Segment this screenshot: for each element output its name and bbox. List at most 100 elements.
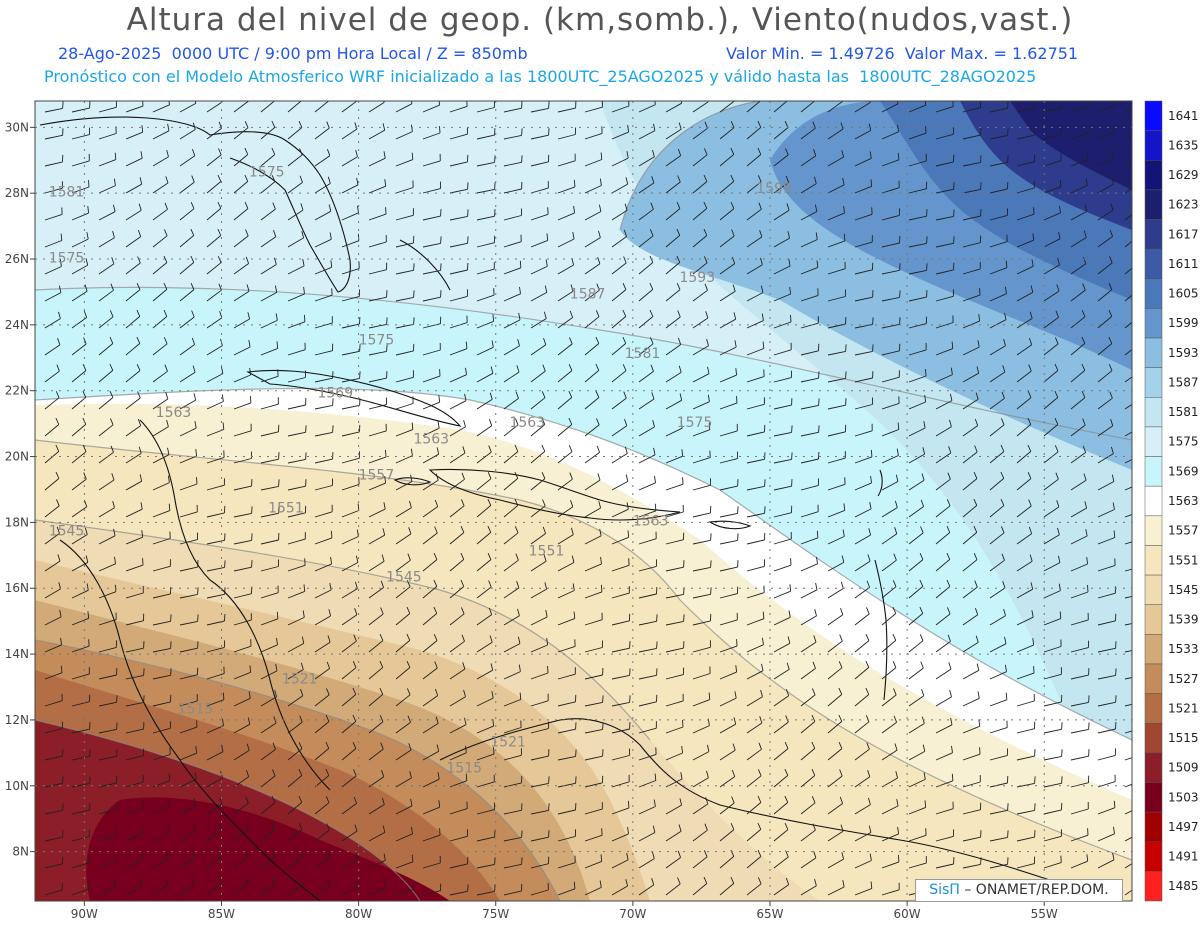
wind-barb [881,317,901,329]
wind-barb [503,664,521,680]
wind-barb [422,579,438,599]
wind-barb [557,749,577,761]
wind-barb [584,204,602,221]
wind-barb [962,261,981,275]
wind-barb [1016,128,1036,140]
wind-barb [1124,403,1132,410]
wind-barb [719,229,735,248]
wind-barb [611,774,630,788]
wind-barb [476,155,496,167]
wind-barb [1070,612,1089,626]
wind-barb [800,149,817,167]
wind-barb [800,796,816,815]
wind-barb [1070,501,1088,518]
wind-barb [287,231,305,248]
wind-barb [341,149,358,167]
wind-barb [611,502,629,518]
wind-barb [557,472,573,491]
credit-box: SisΠ – ONAMET/REP.DOM. [915,879,1123,902]
wind-barb [98,363,114,383]
wind-barb [665,310,681,329]
wind-barb [125,613,145,626]
wind-barb [476,857,496,869]
wind-barb [935,341,954,356]
wind-barb [719,506,739,518]
wind-barb [854,825,872,842]
wind-barb [611,391,627,410]
wind-barb [746,313,764,329]
wind-barb [962,663,980,680]
wind-barb [989,748,1008,761]
wind-barb [1097,668,1117,680]
wind-barb [746,663,764,680]
wind-barb [854,397,874,410]
wind-barb [1124,134,1132,140]
wind-barb [908,290,928,302]
contour-label: 1593 [679,270,715,286]
wind-barb [98,695,118,707]
wind-barb [1070,640,1090,653]
wind-barb [1124,757,1132,761]
wind-barb [503,636,521,653]
colorbar-swatch [1144,545,1163,576]
wind-barb [260,611,279,626]
wind-barb [557,829,576,842]
wind-barb [935,525,951,545]
wind-barb [71,364,87,383]
wind-barb [125,203,142,221]
wind-barb [746,742,762,761]
wind-barb [530,776,550,788]
wind-barb [719,691,737,707]
wind-barb [692,228,708,248]
wind-barb [962,128,982,140]
wind-barb [773,610,791,626]
wind-barb [125,800,144,815]
wind-barb [314,878,331,896]
wind-barb [422,499,439,518]
colorbar-label: 1635 [1168,138,1199,152]
wind-barb [962,719,981,734]
wind-barb [179,421,197,437]
wind-barb [1070,283,1086,302]
wind-barb [854,528,872,545]
wind-barb [584,336,600,356]
colorbar-label: 1497 [1168,820,1199,834]
wind-barb [395,688,411,707]
wind-barb [935,552,951,572]
wind-barb [71,611,90,626]
contour-label: 1581 [625,346,661,362]
wind-barb [476,691,494,707]
wind-barb [530,499,546,518]
wind-barb [611,641,631,653]
colorbar-label: 1551 [1168,553,1199,567]
wind-barb [314,688,330,707]
wind-barb [584,828,603,842]
wind-barb [800,101,816,113]
wind-barb [908,579,924,599]
wind-barb [260,663,278,680]
wind-barb [881,396,900,410]
lat-label: 24N [5,318,29,332]
wind-barb [557,310,574,329]
wind-barb [638,337,654,356]
wind-barb [746,479,766,491]
wind-barb [1016,526,1033,545]
wind-barb [665,693,684,707]
lat-lon-grid [35,101,1132,901]
wind-barb [1124,568,1132,572]
wind-barb [152,309,168,329]
wind-barb [854,344,874,356]
wind-barb [98,257,115,275]
wind-barb [530,417,546,437]
wind-barb [341,451,360,464]
wind-barb [989,581,1006,599]
wind-barb [584,612,603,626]
wind-barb [476,472,492,491]
wind-barb [368,476,387,491]
contour-label: 1575 [359,333,395,349]
wind-barb [692,283,708,302]
wind-barb [719,479,739,491]
wind-barb [719,639,738,653]
wind-barb [881,152,900,167]
wind-barb [908,447,926,464]
